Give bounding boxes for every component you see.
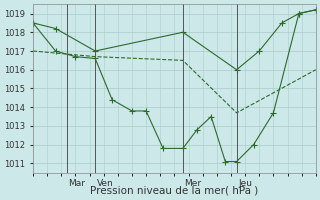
Text: Jeu: Jeu — [238, 179, 252, 188]
Text: Mar: Mar — [68, 179, 85, 188]
Text: Mer: Mer — [184, 179, 201, 188]
X-axis label: Pression niveau de la mer( hPa ): Pression niveau de la mer( hPa ) — [90, 186, 259, 196]
Text: Ven: Ven — [97, 179, 113, 188]
